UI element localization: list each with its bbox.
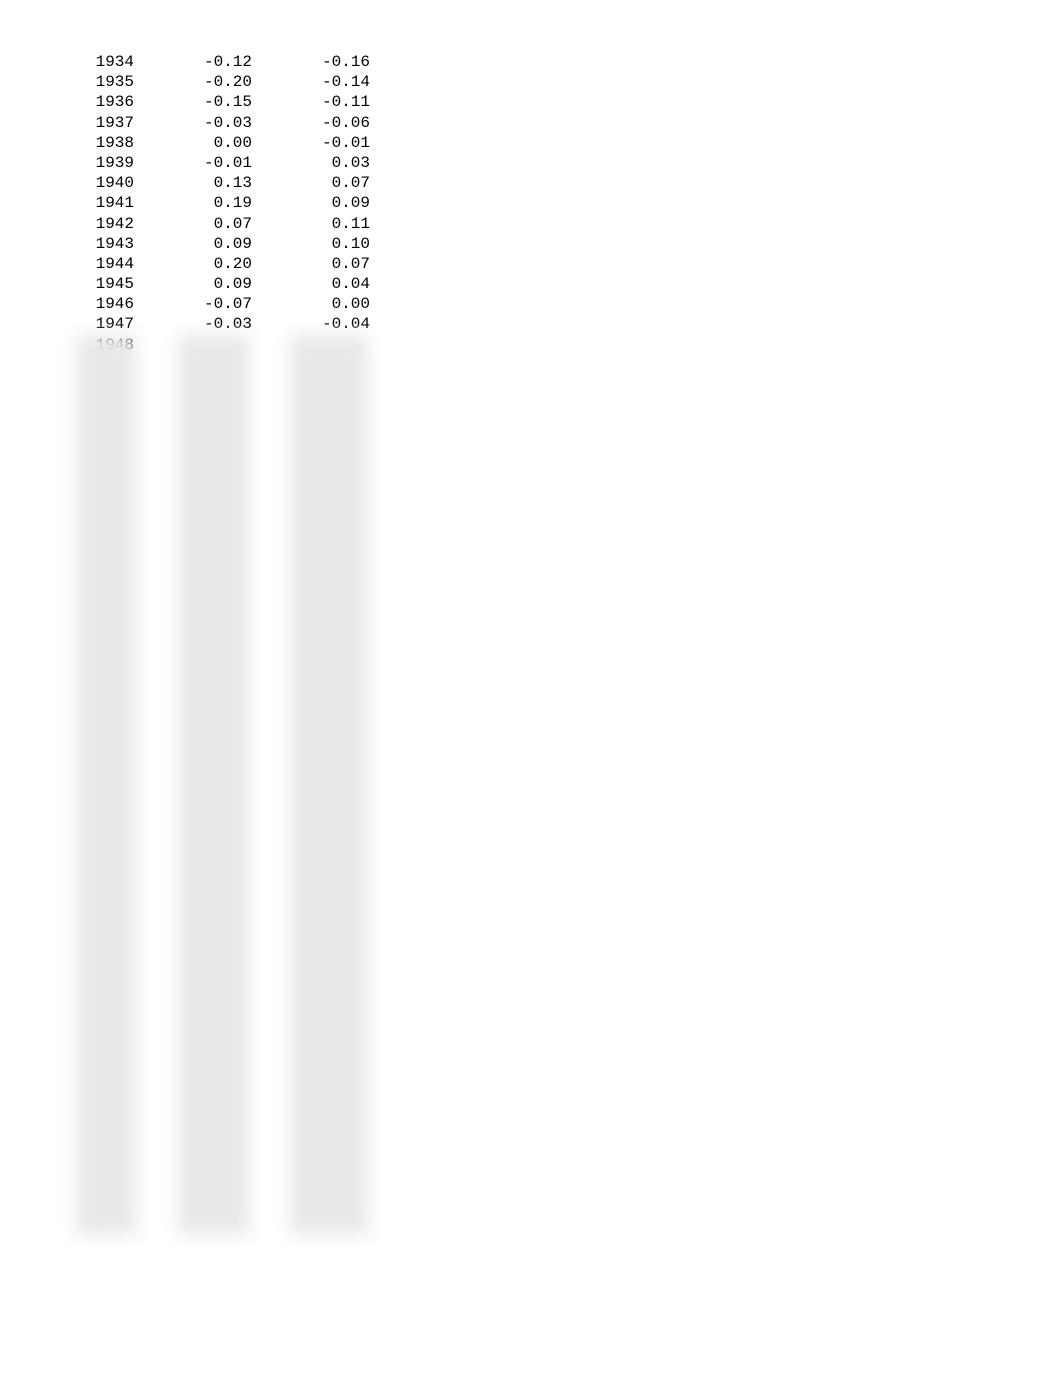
- obscured-column: [178, 335, 250, 1235]
- cell-value1: -0.15: [182, 92, 252, 112]
- column-gap: [134, 314, 182, 334]
- table-row: 1941 0.19 0.09: [78, 193, 370, 213]
- column-gap: [252, 113, 300, 133]
- column-gap: [252, 133, 300, 153]
- cell-value1: 0.13: [182, 173, 252, 193]
- cell-year: 1940: [78, 173, 134, 193]
- column-gap: [134, 72, 182, 92]
- cell-value1: -0.20: [182, 72, 252, 92]
- obscured-content: [76, 335, 376, 1235]
- column-gap: [252, 193, 300, 213]
- cell-value2: -0.11: [300, 92, 370, 112]
- cell-value2: 0.07: [300, 254, 370, 274]
- table-row: 1937 -0.03 -0.06: [78, 113, 370, 133]
- obscured-column: [76, 335, 136, 1235]
- cell-year: 1937: [78, 113, 134, 133]
- cell-year: 1935: [78, 72, 134, 92]
- column-gap: [134, 173, 182, 193]
- table-row: 1940 0.13 0.07: [78, 173, 370, 193]
- column-gap: [134, 153, 182, 173]
- table-row: 1938 0.00 -0.01: [78, 133, 370, 153]
- cell-value2: 0.07: [300, 173, 370, 193]
- cell-value2: 0.03: [300, 153, 370, 173]
- cell-value2: -0.04: [300, 314, 370, 334]
- column-gap: [252, 294, 300, 314]
- cell-value1: 0.09: [182, 274, 252, 294]
- cell-value1: -0.03: [182, 314, 252, 334]
- cell-value2: 0.00: [300, 294, 370, 314]
- cell-value1: -0.01: [182, 153, 252, 173]
- cell-year: 1936: [78, 92, 134, 112]
- column-gap: [252, 153, 300, 173]
- cell-value1: 0.09: [182, 234, 252, 254]
- cell-year: 1934: [78, 52, 134, 72]
- column-gap: [252, 214, 300, 234]
- column-gap: [134, 274, 182, 294]
- table-row: 1947 -0.03 -0.04: [78, 314, 370, 334]
- cell-year: 1947: [78, 314, 134, 334]
- column-gap: [134, 234, 182, 254]
- cell-value1: 0.20: [182, 254, 252, 274]
- obscured-column: [290, 335, 368, 1235]
- column-gap: [134, 113, 182, 133]
- cell-value1: 0.07: [182, 214, 252, 234]
- table-row: 1942 0.07 0.11: [78, 214, 370, 234]
- column-gap: [252, 52, 300, 72]
- cell-year: 1943: [78, 234, 134, 254]
- column-gap: [252, 274, 300, 294]
- column-gap: [252, 234, 300, 254]
- cell-year: 1942: [78, 214, 134, 234]
- cell-year: 1941: [78, 193, 134, 213]
- table-row: 1944 0.20 0.07: [78, 254, 370, 274]
- column-gap: [134, 214, 182, 234]
- cell-value1: -0.07: [182, 294, 252, 314]
- cell-value2: 0.11: [300, 214, 370, 234]
- cell-value1: -0.03: [182, 113, 252, 133]
- cell-value2: 0.10: [300, 234, 370, 254]
- cell-value1: 0.00: [182, 133, 252, 153]
- column-gap: [134, 92, 182, 112]
- cell-year: 1939: [78, 153, 134, 173]
- table-row: 1943 0.09 0.10: [78, 234, 370, 254]
- column-gap: [252, 173, 300, 193]
- cell-year: 1945: [78, 274, 134, 294]
- table-row: 1939 -0.01 0.03: [78, 153, 370, 173]
- table-row: 1936 -0.15 -0.11: [78, 92, 370, 112]
- cell-year: 1938: [78, 133, 134, 153]
- table-row: 1935 -0.20 -0.14: [78, 72, 370, 92]
- cell-value2: 0.04: [300, 274, 370, 294]
- cell-value2: -0.14: [300, 72, 370, 92]
- cell-year: 1946: [78, 294, 134, 314]
- column-gap: [252, 72, 300, 92]
- column-gap: [134, 52, 182, 72]
- cell-value2: -0.01: [300, 133, 370, 153]
- data-table: 1934-0.12-0.161935-0.20-0.141936-0.15-0.…: [78, 52, 370, 355]
- cell-value1: -0.12: [182, 52, 252, 72]
- column-gap: [134, 294, 182, 314]
- table-row: 1946 -0.07 0.00: [78, 294, 370, 314]
- cell-year: 1944: [78, 254, 134, 274]
- cell-value2: -0.06: [300, 113, 370, 133]
- cell-value2: 0.09: [300, 193, 370, 213]
- column-gap: [134, 133, 182, 153]
- column-gap: [252, 314, 300, 334]
- column-gap: [134, 193, 182, 213]
- table-row: 1945 0.09 0.04: [78, 274, 370, 294]
- cell-value1: 0.19: [182, 193, 252, 213]
- column-gap: [134, 254, 182, 274]
- cell-value2: -0.16: [300, 52, 370, 72]
- column-gap: [252, 92, 300, 112]
- column-gap: [252, 254, 300, 274]
- table-row: 1934 -0.12 -0.16: [78, 52, 370, 72]
